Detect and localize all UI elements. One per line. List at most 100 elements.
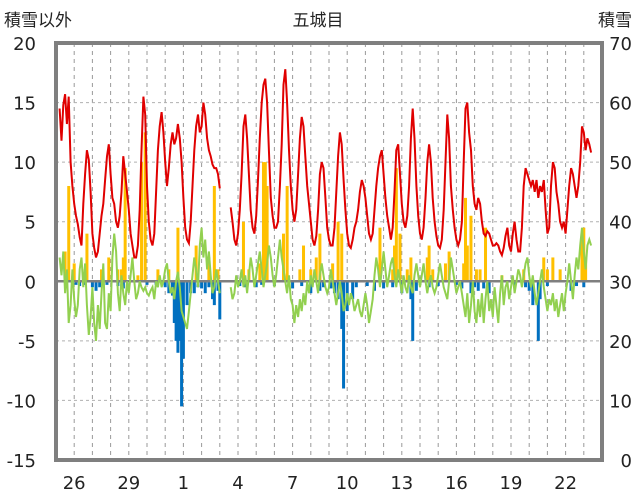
x-tick-labels: 26 29 1 4 7 10 13 16 19 22	[63, 473, 577, 494]
precip-bar	[192, 281, 196, 294]
precip-bar	[203, 281, 207, 294]
precip-bar	[145, 281, 149, 285]
x-tick-label: 7	[287, 473, 298, 494]
snowfall-bar	[478, 269, 482, 282]
precip-bars	[74, 281, 586, 407]
precip-bar	[329, 281, 333, 289]
x-tick-label: 22	[554, 473, 577, 494]
snowfall-bar	[265, 185, 269, 282]
precip-bar	[94, 281, 98, 291]
precip-bar	[414, 281, 418, 291]
snowfall-bar	[123, 168, 127, 282]
precip-bar	[454, 281, 458, 285]
precip-bar	[300, 281, 304, 287]
snowfall-bar	[447, 251, 451, 282]
x-tick-label: 29	[117, 473, 140, 494]
right-tick-label: 20	[609, 332, 632, 353]
snowfall-bar	[207, 257, 211, 282]
precip-bar	[218, 281, 222, 320]
precip-bar	[342, 281, 346, 389]
x-tick-label: 4	[232, 473, 243, 494]
snowfall-bar	[340, 233, 344, 282]
snowfall-bar	[474, 269, 478, 282]
snowfall-bar	[391, 269, 395, 282]
precip-bar	[365, 281, 369, 287]
precip-bar	[436, 281, 440, 287]
snowfall-bar	[464, 197, 467, 282]
precip-bar	[473, 281, 477, 288]
precip-bar	[260, 281, 264, 285]
x-tick-label: 19	[500, 473, 523, 494]
snowfall-bar	[63, 251, 67, 282]
precip-bar	[185, 281, 189, 306]
snowfall-bar	[263, 162, 267, 282]
precip-bar	[351, 281, 355, 300]
precip-bar	[531, 281, 535, 306]
snowfall-bar	[431, 269, 435, 282]
precip-bar	[105, 281, 109, 285]
snowfall-bar	[100, 269, 103, 282]
precip-bar	[536, 281, 540, 341]
snowfall-bars	[63, 132, 588, 282]
snowfall-bar	[212, 185, 216, 282]
right-tick-label: 30	[609, 272, 632, 293]
precip-bar	[291, 281, 295, 289]
right-tick-label: 70	[609, 34, 632, 55]
precip-bar	[74, 281, 78, 285]
snowfall-bar	[156, 269, 160, 282]
x-tick-label: 26	[63, 473, 86, 494]
snowfall-bar	[580, 233, 584, 282]
precip-bar	[575, 281, 579, 287]
left-tick-label: 5	[25, 213, 36, 234]
precip-bar	[90, 281, 94, 288]
snowfall-bar	[394, 168, 398, 282]
precip-bar	[172, 281, 176, 323]
snowfall-bar	[409, 257, 413, 282]
right-tick-label: 50	[609, 153, 632, 174]
x-tick-label: 16	[445, 473, 468, 494]
precip-bar	[340, 281, 344, 329]
left-tick-label: -10	[7, 391, 36, 412]
precip-bar	[178, 281, 182, 341]
left-axis-label: 積雪以外	[4, 11, 72, 31]
x-tick-label: 10	[336, 473, 359, 494]
precip-bar	[254, 281, 258, 288]
snowfall-bar	[143, 132, 147, 282]
snowfall-bar	[85, 233, 89, 282]
snowfall-bar	[67, 185, 71, 282]
snowfall-bar	[558, 269, 562, 282]
left-tick-label: 0	[25, 272, 36, 293]
precip-bar	[180, 281, 184, 407]
snowfall-bar	[285, 185, 289, 282]
right-tick-labels: 0 10 20 30 40 50 60 70	[609, 34, 632, 472]
precip-bar	[411, 281, 415, 341]
vertical-grid	[73, 43, 585, 460]
left-tick-labels: -15 -10 -5 0 5 10 15 20	[7, 34, 36, 472]
precip-bar	[98, 281, 102, 288]
precip-bar	[524, 281, 528, 288]
precip-bar	[212, 281, 216, 306]
precip-bar	[391, 281, 395, 288]
snowfall-bar	[107, 257, 111, 282]
left-tick-label: 15	[13, 94, 36, 115]
snowfall-bar	[258, 263, 262, 282]
precip-bar	[482, 281, 486, 289]
snowfall-bar	[425, 257, 429, 282]
snowfall-bar	[72, 263, 76, 282]
precip-bar	[176, 281, 180, 353]
precip-bar	[207, 281, 211, 288]
right-tick-label: 10	[609, 391, 632, 412]
precip-bar	[309, 281, 313, 294]
snowfall-bar	[469, 215, 473, 282]
snowfall-bar	[261, 162, 265, 282]
precip-bar	[476, 281, 480, 291]
snowfall-bar	[551, 257, 555, 282]
snowfall-bar	[121, 257, 125, 282]
snowfall-bar	[302, 245, 306, 282]
snowfall-bar	[282, 233, 285, 282]
left-tick-label: -15	[7, 451, 36, 472]
snowfall-bar	[405, 269, 409, 282]
precip-bar	[318, 281, 322, 291]
precip-bar	[382, 281, 386, 289]
